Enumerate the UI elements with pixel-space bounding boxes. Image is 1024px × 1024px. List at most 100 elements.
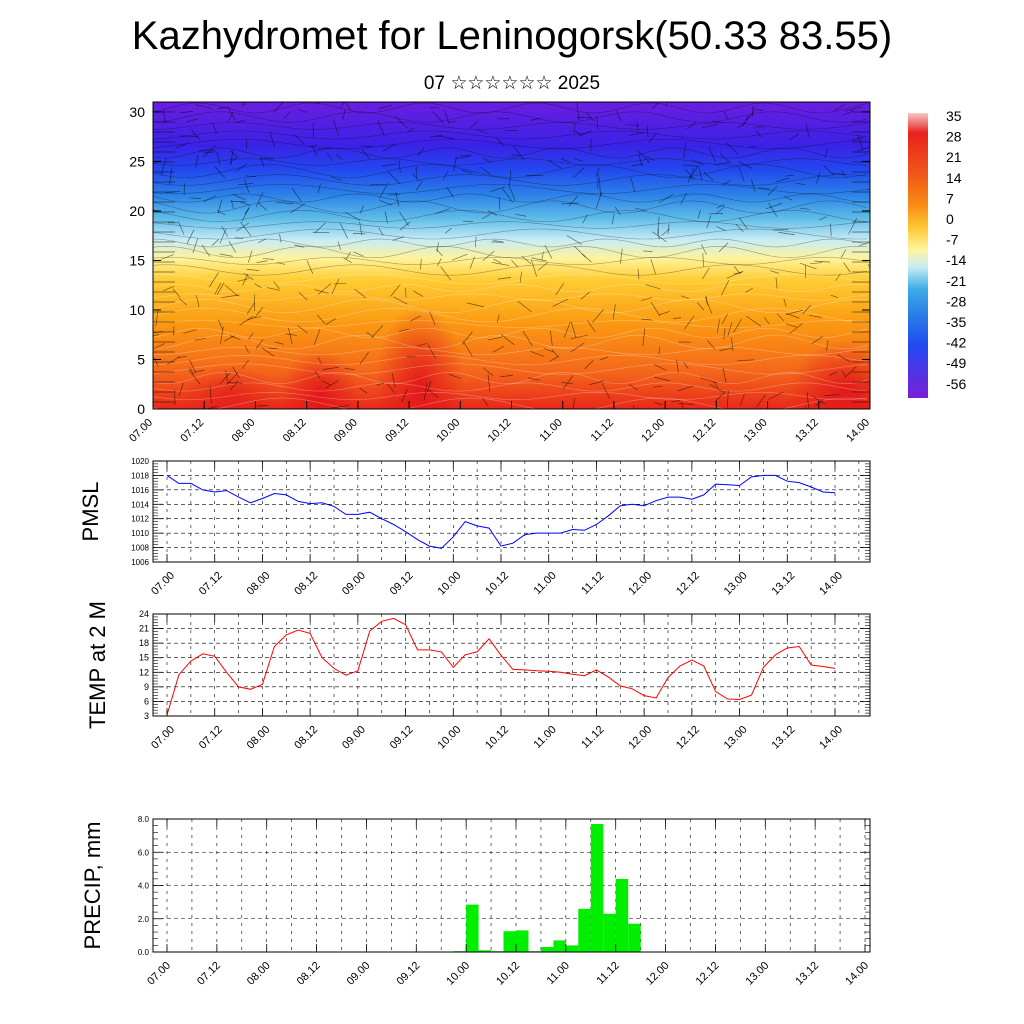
wind-barb — [247, 250, 253, 263]
wind-barb — [561, 202, 579, 205]
wind-streamline — [153, 371, 868, 385]
wind-barb — [837, 354, 851, 363]
wind-barb — [298, 292, 308, 301]
wind-barb — [722, 179, 731, 186]
wind-barb — [345, 102, 352, 112]
wind-barb — [279, 233, 282, 243]
wind-barb — [726, 142, 739, 155]
wind-barb — [254, 283, 262, 288]
wind-barb — [816, 172, 821, 184]
wind-barb — [195, 155, 199, 169]
wind-barb — [231, 199, 234, 209]
wind-barb — [325, 380, 339, 389]
wind-barb — [480, 166, 491, 175]
y-tick-label: 1012 — [131, 515, 149, 524]
wind-barb — [648, 132, 658, 144]
wind-barb — [227, 382, 243, 384]
wind-barb — [702, 123, 718, 129]
wind-barb — [857, 146, 870, 151]
wind-barb — [214, 282, 222, 295]
wind-barb — [566, 235, 583, 245]
wind-barb — [314, 370, 321, 379]
y-tick-label: 1014 — [131, 500, 149, 509]
wind-barb — [314, 222, 326, 233]
wind-streamline — [153, 130, 868, 140]
wind-streamline — [153, 264, 868, 276]
wind-barb — [217, 199, 223, 214]
wind-barb — [331, 278, 340, 295]
wind-barb — [469, 120, 479, 129]
wind-barb — [811, 336, 823, 345]
wind-barb — [634, 207, 647, 211]
wind-barb — [830, 223, 832, 237]
wind-barb — [311, 145, 318, 157]
wind-barb — [584, 360, 594, 370]
wind-barb — [254, 307, 264, 319]
wind-barb — [531, 257, 547, 262]
wind-barb — [474, 236, 477, 248]
y-axis-label: PRECIP, mm — [80, 822, 105, 950]
wind-barb — [270, 102, 272, 103]
wind-barb — [726, 390, 729, 408]
wind-barb — [232, 193, 246, 201]
wind-barb — [359, 351, 369, 365]
wind-barb — [221, 294, 240, 298]
x-tick-label: 10.12 — [494, 960, 522, 988]
wind-barb — [686, 122, 697, 130]
x-tick-label: 12.00 — [639, 417, 667, 445]
wind-barb — [612, 304, 616, 320]
x-tick-label: 12.00 — [644, 960, 672, 988]
wind-barb — [785, 309, 803, 316]
wind-barb — [629, 131, 646, 136]
wind-barb — [641, 297, 653, 301]
wind-barb — [719, 347, 733, 351]
wind-barb — [444, 110, 450, 124]
wind-barb — [228, 241, 236, 253]
wind-barb — [440, 266, 452, 281]
wind-barb — [235, 163, 248, 172]
wind-barb — [335, 154, 343, 160]
wind-barb — [806, 392, 809, 408]
wind-barb — [560, 158, 571, 163]
wind-barb — [393, 296, 408, 305]
wind-barb — [155, 310, 159, 327]
x-tick-label: 13.12 — [769, 724, 797, 752]
x-tick-label: 07.00 — [127, 417, 155, 445]
wind-barb — [731, 337, 734, 351]
wind-barb — [285, 333, 297, 336]
wind-barb — [225, 370, 228, 382]
wind-barb — [333, 282, 347, 285]
wind-barb — [700, 244, 707, 255]
y-tick-label: 3 — [144, 711, 149, 721]
y-tick-label: 1010 — [131, 529, 149, 538]
y-tick-label: 8.0 — [138, 815, 150, 824]
wind-streamline — [153, 238, 868, 248]
wind-barb — [160, 157, 167, 176]
wind-barb — [163, 285, 175, 292]
wind-barb — [208, 272, 219, 288]
wind-barb — [721, 279, 730, 296]
wind-streamline — [153, 382, 868, 392]
panel-frame — [152, 460, 871, 563]
wind-streamline — [153, 293, 868, 301]
colorbar: 35 28 21 14 7 0 -7 -14 -21 -28 -35 -42 -49 -56 — [908, 108, 966, 398]
y-tick-label: 5 — [137, 351, 145, 367]
wind-barb — [708, 147, 716, 163]
wind-barb — [436, 242, 439, 253]
wind-barb — [475, 129, 488, 134]
wind-barb — [420, 258, 422, 270]
series-line — [166, 617, 836, 716]
wind-barb — [256, 404, 269, 407]
wind-barb — [650, 258, 656, 275]
wind-barb — [707, 340, 716, 350]
wind-barb — [699, 168, 703, 181]
wind-barb — [362, 149, 370, 159]
wind-barb — [202, 195, 217, 203]
wind-barb — [611, 213, 615, 225]
wind-barb — [723, 327, 726, 340]
wind-barb — [866, 188, 870, 191]
y-axis-label: PMSL — [78, 482, 103, 542]
wind-barb — [783, 298, 787, 307]
wind-barb — [426, 380, 432, 393]
wind-barb — [399, 211, 409, 227]
